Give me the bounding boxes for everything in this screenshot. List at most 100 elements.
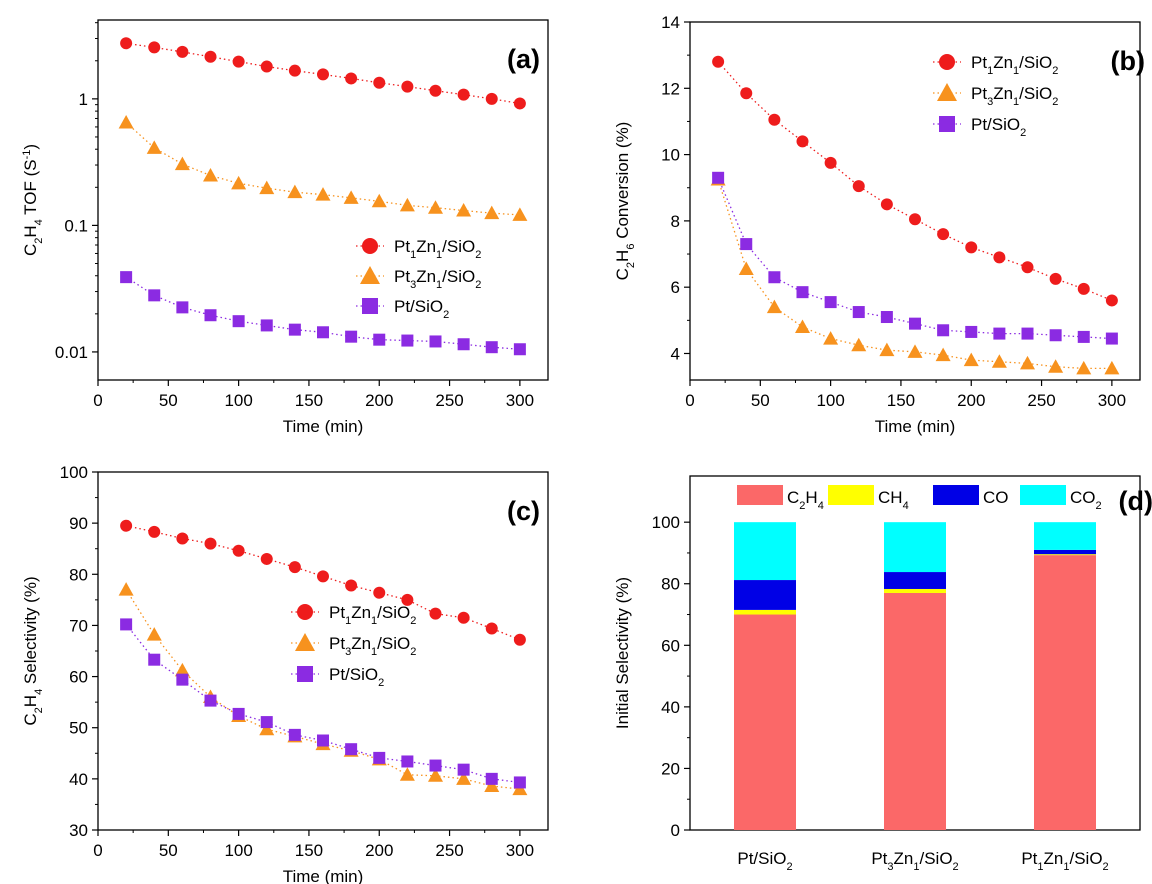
data-point [795, 319, 810, 333]
data-point [796, 286, 809, 299]
bar-c2h4 [1034, 555, 1096, 830]
data-point [1020, 355, 1035, 370]
data-point [485, 772, 498, 785]
data-point [118, 115, 134, 129]
bar-c2h4 [734, 614, 796, 830]
data-point [740, 87, 753, 100]
data-point [204, 309, 217, 322]
x-tick-label: 0 [93, 391, 102, 410]
y-tick-label: 0 [671, 821, 680, 840]
legend-swatch [828, 485, 874, 505]
data-point [880, 311, 893, 324]
bar-co2 [1034, 522, 1096, 550]
data-point [259, 180, 275, 195]
data-point [260, 319, 273, 332]
legend-item-pt1zn1: Pt1Zn1/SiO2 [356, 237, 481, 261]
legend-item-pt1zn1: Pt1Zn1/SiO2 [291, 603, 416, 627]
bar-co2 [884, 522, 946, 573]
data-point [373, 333, 386, 346]
series-line [125, 624, 520, 784]
data-point [965, 325, 978, 338]
data-point [513, 97, 526, 110]
data-point [260, 552, 273, 565]
x-tick-label: 50 [751, 391, 770, 410]
data-point [824, 296, 837, 309]
data-point [401, 593, 414, 606]
data-point [456, 771, 472, 785]
x-tick-label: 150 [887, 391, 915, 410]
data-point [288, 323, 301, 336]
x-tick-label: 250 [435, 391, 463, 410]
legend-item-pt: Pt/SiO2 [933, 115, 1026, 139]
x-tick-label: 150 [295, 391, 323, 410]
data-point [232, 544, 245, 557]
data-point [1021, 261, 1034, 274]
data-point [345, 330, 358, 343]
y-tick-label: 40 [69, 770, 88, 789]
x-category-label: Pt1Zn1/SiO2 [1021, 849, 1108, 873]
y-tick-label: 90 [69, 514, 88, 533]
legend-item-pt3zn1: Pt3Zn1/SiO2 [933, 83, 1058, 108]
x-tick-label: 300 [506, 391, 534, 410]
data-point [232, 315, 245, 328]
y-tick-label: 1 [79, 90, 88, 109]
legend-label: C2H4 [787, 488, 824, 512]
data-point [118, 582, 134, 596]
panel-c: 30 40 50 60 70 80 90 100 C2H4 Selectivity (%) 0 50… [21, 463, 549, 884]
y-tick-label: 60 [69, 668, 88, 687]
data-point [315, 187, 331, 201]
legend-marker [937, 83, 957, 101]
data-point [176, 301, 189, 314]
legend-marker [297, 666, 313, 682]
x-axis-label: Time (min) [875, 417, 956, 436]
data-point [428, 200, 443, 214]
data-point [317, 68, 329, 81]
legend-item-co: CO [933, 485, 1009, 507]
series-pt [120, 618, 526, 789]
data-point [965, 241, 978, 254]
data-point [232, 55, 245, 68]
data-point [513, 776, 526, 789]
data-point [937, 228, 950, 241]
data-point [174, 662, 190, 677]
x-tick-label: 100 [816, 391, 844, 410]
data-point [148, 653, 161, 666]
data-point [1049, 329, 1062, 342]
data-point [1048, 359, 1064, 373]
panel-label: (d) [1119, 486, 1152, 516]
x-tick-label: 200 [957, 391, 985, 410]
data-point [204, 537, 217, 550]
x-tick-label: 50 [159, 391, 178, 410]
y-tick-label: 0.01 [55, 343, 88, 362]
legend-marker [362, 238, 378, 254]
data-point [1105, 332, 1118, 345]
legend-label: Pt1Zn1/SiO2 [971, 53, 1058, 77]
data-point [937, 324, 950, 337]
x-axis-label: Time (min) [283, 417, 364, 436]
y-tick-label: 8 [671, 212, 680, 231]
legend-label: Pt1Zn1/SiO2 [394, 237, 481, 261]
legend-marker [939, 54, 955, 70]
data-point [712, 55, 725, 68]
data-point [824, 156, 837, 169]
data-point [907, 344, 923, 358]
legend-item-pt: Pt/SiO2 [356, 297, 449, 321]
x-tick-label: 0 [685, 391, 694, 410]
x-tick-label: 200 [365, 841, 393, 860]
data-point [259, 721, 275, 736]
panel-d: 0 20 40 60 80 100 Initial Selectivity (%) Pt/Si… [613, 475, 1152, 873]
data-point [373, 586, 386, 599]
data-point [428, 768, 443, 782]
data-point [288, 64, 301, 77]
data-point [457, 763, 470, 776]
data-point [176, 45, 189, 58]
x-tick-label: 50 [159, 841, 178, 860]
data-point [740, 238, 753, 251]
data-point [120, 519, 133, 532]
data-point [909, 317, 921, 330]
x-tick-label: 200 [365, 391, 393, 410]
series-pt1zn1 [712, 55, 1118, 307]
x-category-label: Pt3Zn1/SiO2 [871, 849, 958, 873]
x-tick-label: 300 [1098, 391, 1126, 410]
